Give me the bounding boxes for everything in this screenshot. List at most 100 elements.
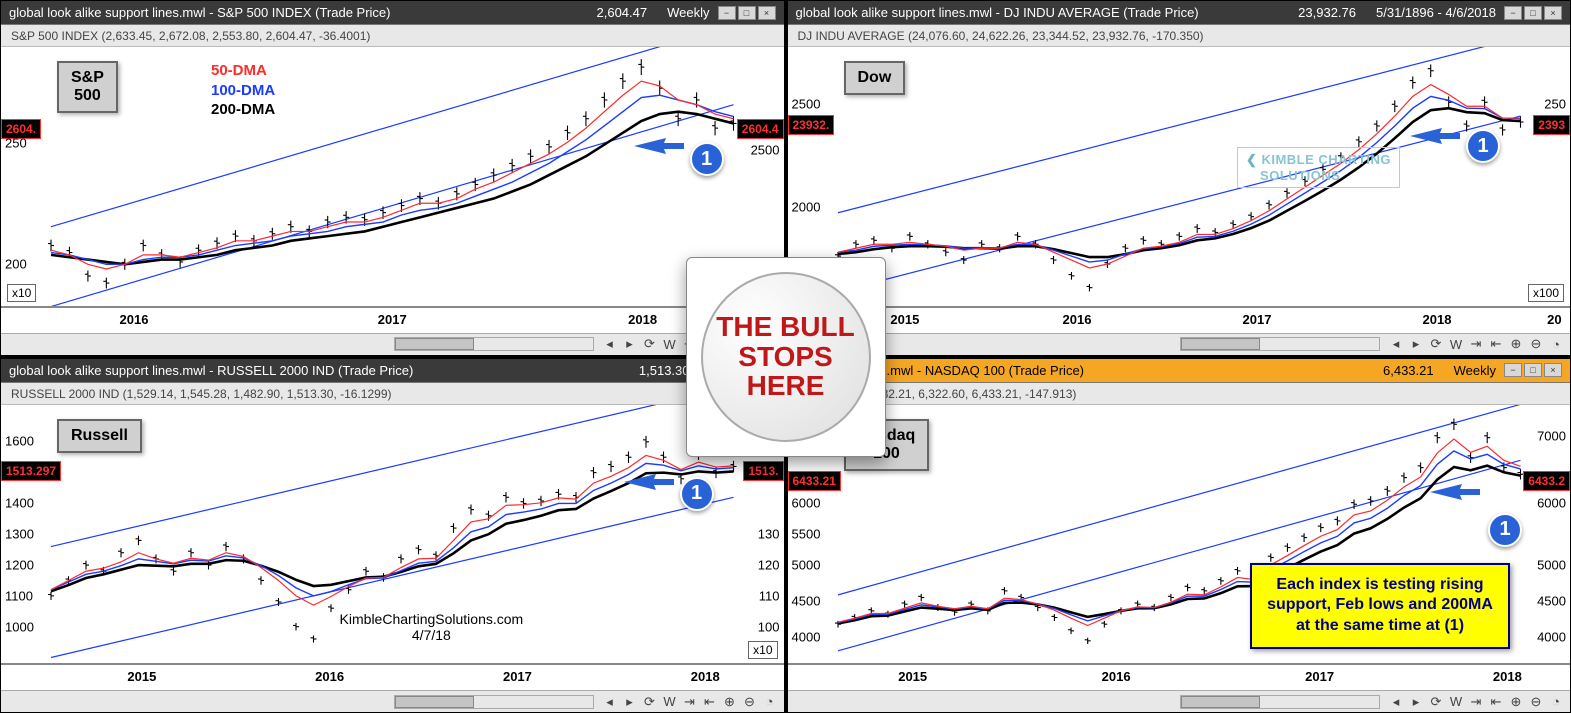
minimize-icon[interactable]: − [1504, 363, 1522, 377]
index-label-dow: Dow [844, 61, 906, 95]
expand-icon[interactable]: ⇤ [1488, 336, 1504, 352]
price-tag-left: 23932. [788, 115, 835, 135]
chart-sp500[interactable]: S&P 500 50-DMA 100-DMA 200-DMA 2604. 260… [1, 47, 784, 307]
titlebar-nasdaq[interactable]: ke support lines.mwl - NASDAQ 100 (Trade… [788, 359, 1571, 383]
minimize-icon[interactable]: − [718, 6, 736, 20]
title-file: global look alike support lines.mwl - DJ… [796, 5, 1279, 20]
titlebar-dow[interactable]: global look alike support lines.mwl - DJ… [788, 1, 1571, 25]
title-period: 5/31/1896 - 4/6/2018 [1376, 5, 1496, 20]
price-tag-left: 1513.297 [1, 461, 61, 481]
title-period: Weekly [1454, 363, 1496, 378]
zoom-in-icon[interactable]: ⊕ [722, 694, 738, 710]
chart-russell[interactable]: Russell 1513.297 1513. 1 KimbleChartingS… [1, 405, 784, 665]
panel-nasdaq: ke support lines.mwl - NASDAQ 100 (Trade… [787, 358, 1571, 713]
scrollbar[interactable] [1180, 337, 1380, 351]
expand-icon[interactable]: ⇤ [1488, 694, 1504, 710]
panel-sp500: global look alike support lines.mwl - S&… [0, 0, 785, 356]
zoom-in-icon[interactable]: ⊕ [1508, 336, 1524, 352]
index-label-sp500: S&P 500 [57, 61, 118, 113]
period-w-icon[interactable]: W [1448, 336, 1464, 352]
scroll-left-icon[interactable]: ◂ [1388, 694, 1404, 710]
zoom-out-icon[interactable]: ⊖ [1528, 336, 1544, 352]
title-price: 2,604.47 [597, 5, 648, 20]
arrow-marker-icon [624, 473, 674, 491]
title-period: Weekly [667, 5, 709, 20]
refresh-icon[interactable]: ⟳ [1428, 336, 1444, 352]
refresh-icon[interactable]: ⟳ [642, 336, 658, 352]
zoom-out-icon[interactable]: ⊖ [1528, 694, 1544, 710]
titlebar-sp500[interactable]: global look alike support lines.mwl - S&… [1, 1, 784, 25]
chart-toolbar: ◂ ▸ ⟳ W ⇥ ⇤ ⊕ ⊖ ◔ [788, 690, 1571, 712]
scroll-left-icon[interactable]: ◂ [602, 694, 618, 710]
maximize-icon[interactable]: □ [1524, 6, 1542, 20]
title-price: 6,433.21 [1383, 363, 1434, 378]
settings-icon[interactable]: ◔ [762, 694, 778, 710]
scroll-left-icon[interactable]: ◂ [602, 336, 618, 352]
watermark: ❮KIMBLE CHARTING SOLUTIONS [1237, 147, 1400, 188]
ohlc-dow: DJ INDU AVERAGE (24,076.60, 24,622.26, 2… [788, 25, 1571, 47]
window-controls: − □ × [1504, 363, 1562, 377]
scrollbar[interactable] [394, 337, 594, 351]
chart-toolbar: ◂ ▸ ⟳ W ⇥ ⇤ ⊕ ⊖ ◔ [1, 333, 784, 355]
center-badge: THE BULL STOPS HERE [686, 257, 886, 457]
maximize-icon[interactable]: □ [1524, 363, 1542, 377]
settings-icon[interactable]: ◔ [1548, 694, 1564, 710]
annotation-note: Each index is testing rising support, Fe… [1250, 563, 1510, 649]
marker-1: 1 [680, 477, 714, 511]
title-file: global look alike support lines.mwl - RU… [9, 363, 619, 378]
x-axis-dow: 2015 2016 2017 2018 20 [788, 307, 1571, 333]
marker-1: 1 [1488, 513, 1522, 547]
compress-icon[interactable]: ⇥ [682, 694, 698, 710]
dma-legend: 50-DMA 100-DMA 200-DMA [211, 61, 275, 120]
window-controls: − □ × [1504, 6, 1562, 20]
chart-dow[interactable]: Dow 23932. 2393 1 ❮KIMBLE CHARTING SOLUT… [788, 47, 1571, 307]
minimize-icon[interactable]: − [1504, 6, 1522, 20]
zoom-out-icon[interactable]: ⊖ [742, 694, 758, 710]
zoom-in-icon[interactable]: ⊕ [1508, 694, 1524, 710]
chart-nasdaq[interactable]: Nasdaq 100 6433.21 6433.2 1 Each index i… [788, 405, 1571, 665]
close-icon[interactable]: × [1544, 363, 1562, 377]
price-tag-right: 2393 [1533, 115, 1570, 135]
price-tag-left: 6433.21 [788, 471, 841, 491]
multiplier-label: x100 [1528, 284, 1564, 302]
titlebar-russell[interactable]: global look alike support lines.mwl - RU… [1, 359, 784, 383]
arrow-marker-icon [1410, 127, 1460, 145]
price-tag-right: 2604.4 [737, 119, 784, 139]
maximize-icon[interactable]: □ [738, 6, 756, 20]
scroll-right-icon[interactable]: ▸ [1408, 336, 1424, 352]
scrollbar[interactable] [1180, 695, 1380, 709]
compress-icon[interactable]: ⇥ [1468, 694, 1484, 710]
ohlc-sp500: S&P 500 INDEX (2,633.45, 2,672.08, 2,553… [1, 25, 784, 47]
leaf-icon: ❮ [1246, 152, 1257, 167]
compress-icon[interactable]: ⇥ [1468, 336, 1484, 352]
price-tag-right: 1513. [743, 461, 783, 481]
title-price: 1,513.30 [639, 363, 690, 378]
settings-icon[interactable]: ◔ [1548, 336, 1564, 352]
scroll-right-icon[interactable]: ▸ [622, 336, 638, 352]
badge-text: THE BULL STOPS HERE [716, 312, 854, 400]
window-controls: − □ × [718, 6, 776, 20]
marker-1: 1 [1466, 129, 1500, 163]
panel-russell: global look alike support lines.mwl - RU… [0, 358, 785, 713]
period-w-icon[interactable]: W [662, 694, 678, 710]
scroll-right-icon[interactable]: ▸ [622, 694, 638, 710]
period-w-icon[interactable]: W [662, 336, 678, 352]
chart-toolbar: ◂ ▸ ⟳ W ⇥ ⇤ ⊕ ⊖ ◔ [1, 690, 784, 712]
title-price: 23,932.76 [1298, 5, 1356, 20]
footer-attribution: KimbleChartingSolutions.com4/7/18 [340, 611, 524, 643]
expand-icon[interactable]: ⇤ [702, 694, 718, 710]
refresh-icon[interactable]: ⟳ [1428, 694, 1444, 710]
x-axis-sp500: 2016 2017 2018 [1, 307, 784, 333]
period-w-icon[interactable]: W [1448, 694, 1464, 710]
index-label-russell: Russell [57, 419, 142, 453]
refresh-icon[interactable]: ⟳ [642, 694, 658, 710]
arrow-marker-icon [634, 137, 684, 155]
price-tag-right: 6433.2 [1523, 471, 1570, 491]
panel-dow: global look alike support lines.mwl - DJ… [787, 0, 1571, 356]
scrollbar[interactable] [394, 695, 594, 709]
scroll-left-icon[interactable]: ◂ [1388, 336, 1404, 352]
close-icon[interactable]: × [1544, 6, 1562, 20]
scroll-right-icon[interactable]: ▸ [1408, 694, 1424, 710]
close-icon[interactable]: × [758, 6, 776, 20]
x-axis-russell: 2015 2016 2017 2018 [1, 664, 784, 690]
